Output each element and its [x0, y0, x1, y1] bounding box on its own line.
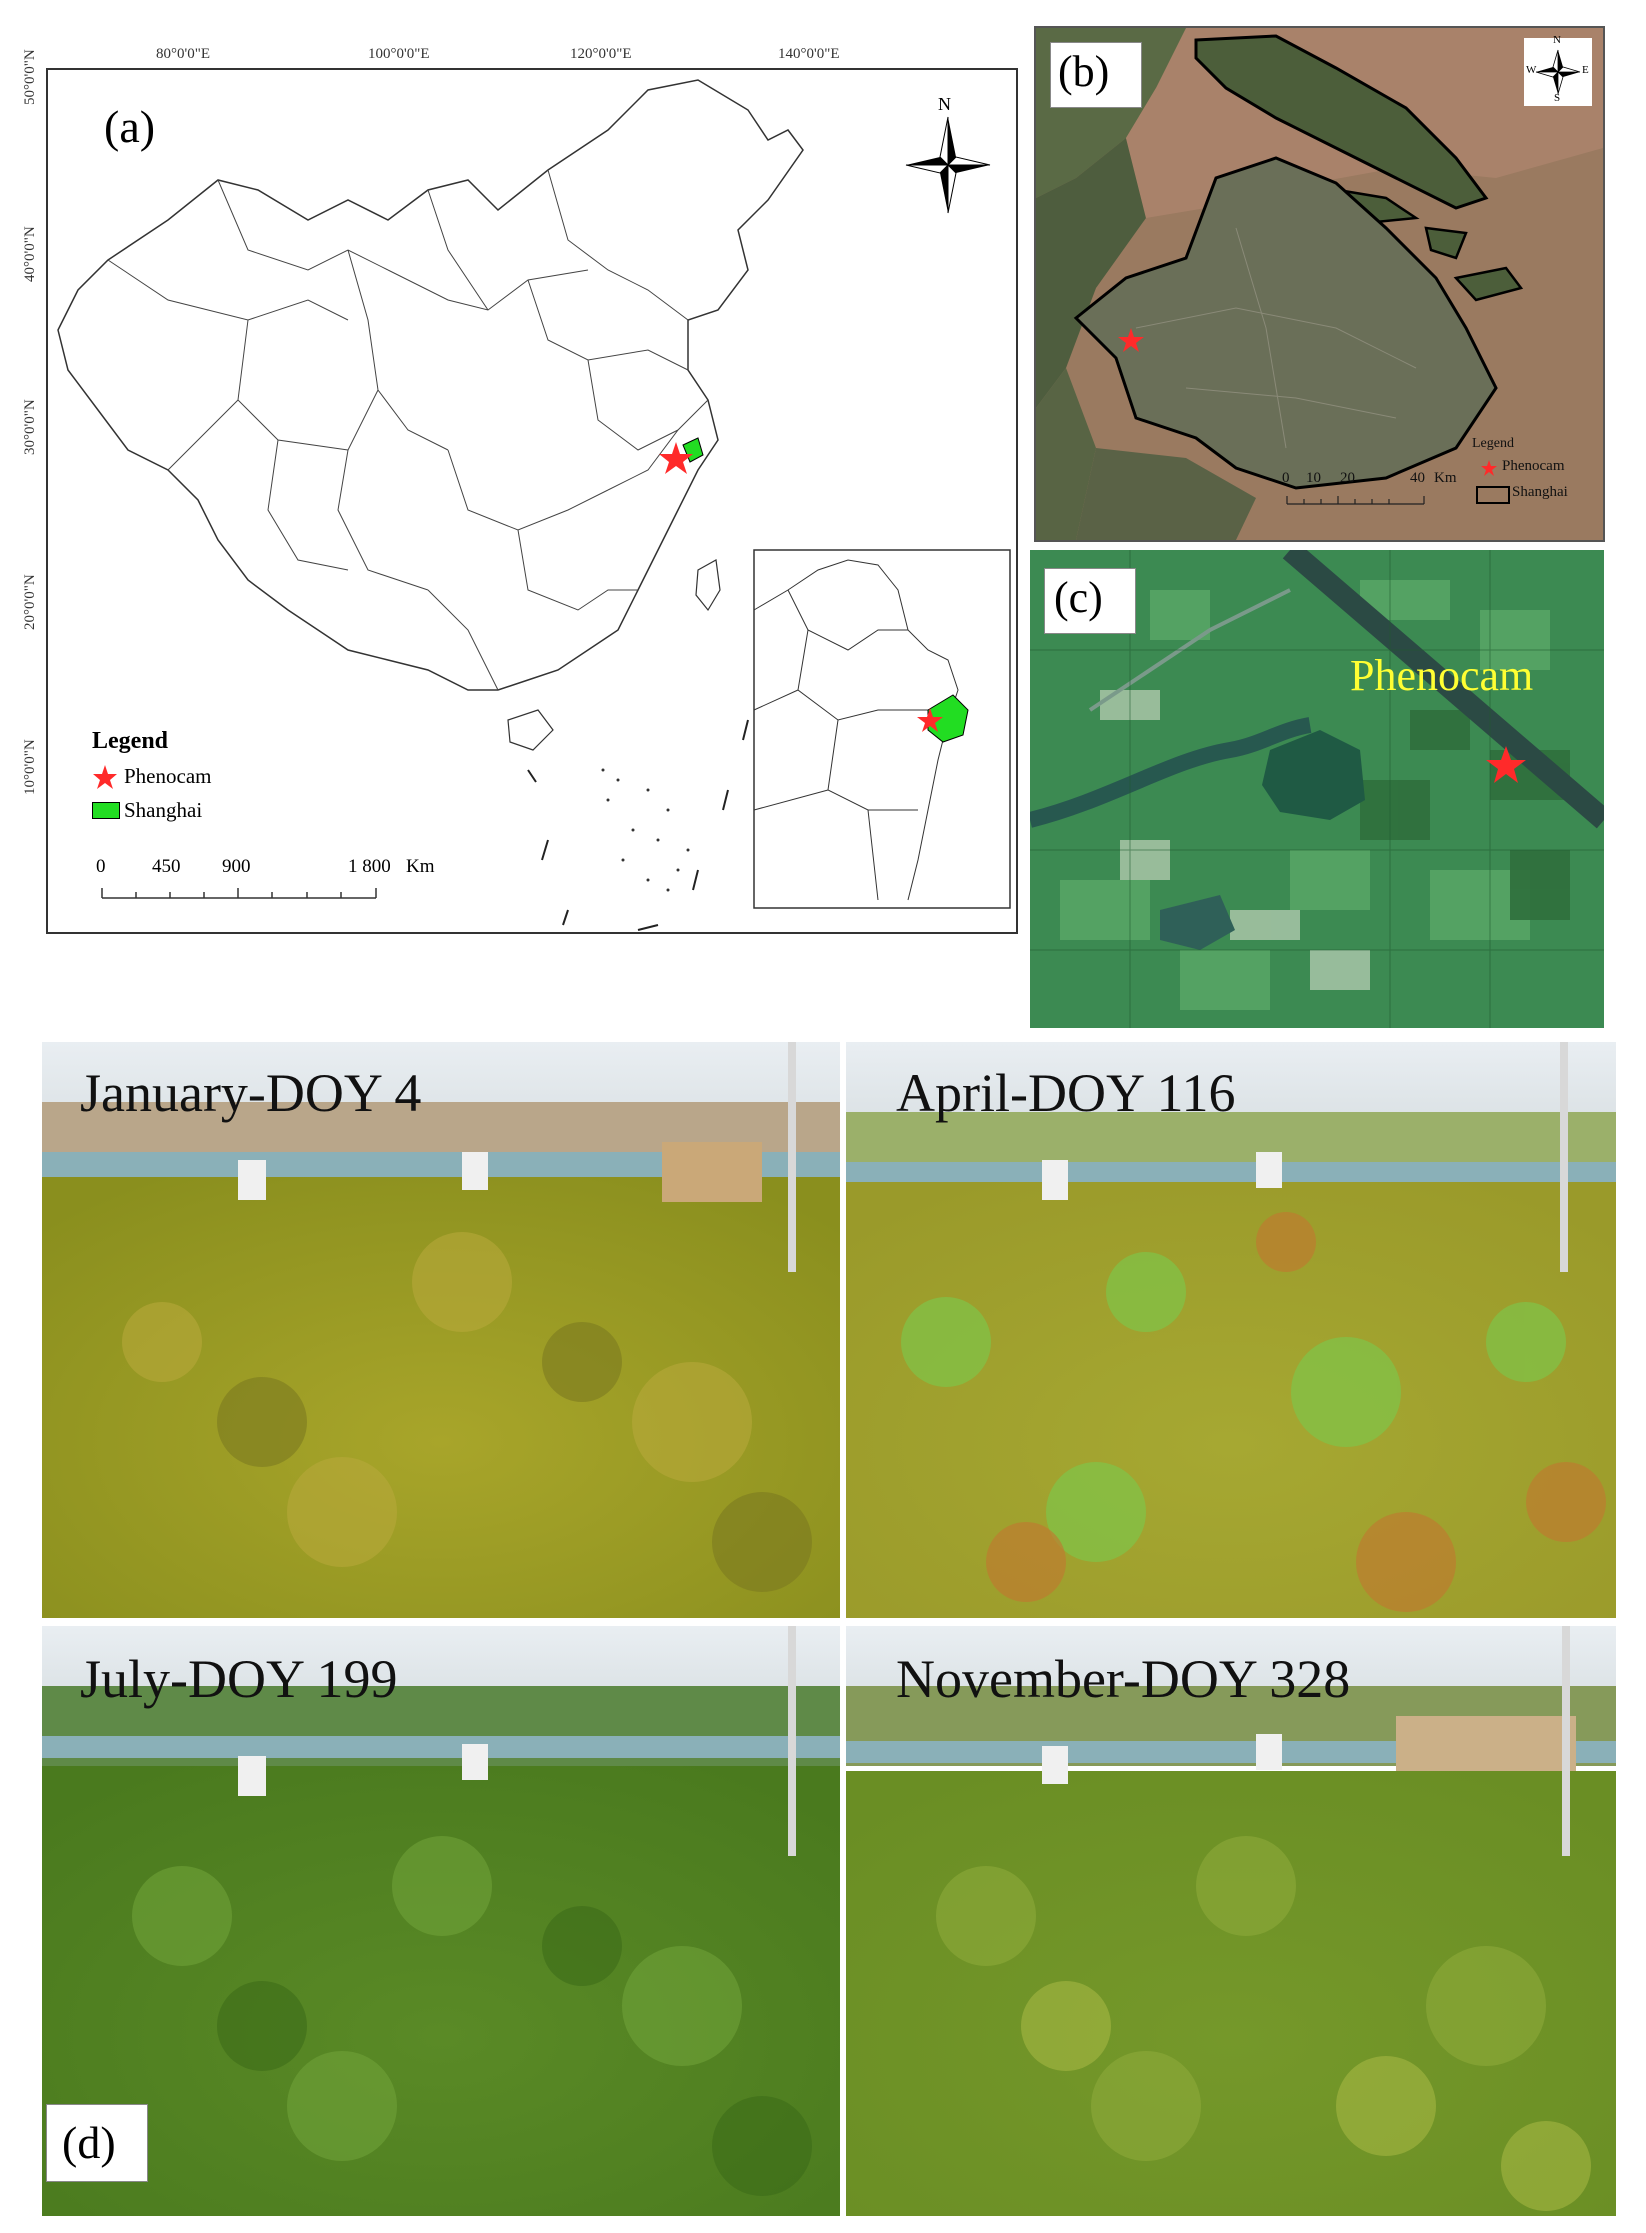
scale-unit-a: Km [406, 856, 435, 877]
panel-a-letter: (a) [104, 101, 156, 152]
chongming-island [1194, 34, 1489, 210]
panel-c-letter: (c) [1054, 573, 1103, 622]
scale-tick-0-a: 0 [96, 856, 106, 877]
lon-label-80: 80°0'0"E [156, 46, 210, 62]
compass-e: E [1582, 64, 1589, 76]
phenocam-star-inset [917, 708, 943, 732]
china-map-svg [57, 79, 1011, 931]
photo-label-july: July-DOY 199 [80, 1649, 398, 1709]
scale-bar-a [101, 888, 377, 899]
scale-tick-0-b: 0 [1282, 470, 1290, 486]
scale-bar-b [1286, 496, 1425, 505]
shanghai-swatch-icon [92, 802, 120, 819]
legend-item-phenocam-a: Phenocam [124, 764, 212, 788]
photo-july-svg [42, 1626, 840, 2216]
lat-label-20: 20°0'0"N [22, 574, 38, 630]
photo-july: July-DOY 199 (d) [42, 1626, 840, 2216]
lat-label-10: 10°0'0"N [22, 739, 38, 795]
north-arrow-a [905, 116, 991, 214]
photo-november-svg [846, 1626, 1616, 2216]
inset-frame [753, 549, 1011, 909]
north-label-a: N [938, 94, 951, 114]
shanghai-outline [1073, 156, 1498, 490]
photo-label-april: April-DOY 116 [896, 1063, 1236, 1123]
scale-tick-20-b: 20 [1340, 470, 1355, 486]
lon-label-120: 120°0'0"E [570, 46, 632, 62]
hainan-island [507, 709, 554, 751]
south-sea-dashes [527, 649, 764, 931]
panel-c-site-satellite: (c) Phenocam [1030, 550, 1604, 1028]
legend-item-shanghai-b: Shanghai [1512, 484, 1568, 500]
legend-title-b: Legend [1472, 436, 1514, 451]
inset-map [753, 559, 959, 901]
legend-item-phenocam-b: Phenocam [1502, 458, 1565, 474]
phenocam-star-b [1118, 328, 1144, 352]
legend-item-shanghai-a: Shanghai [124, 798, 203, 822]
phenocam-site-label: Phenocam [1350, 651, 1534, 700]
scale-unit-b: Km [1434, 470, 1457, 486]
panel-b-shanghai-satellite: (b) N S E W Legend Phenocam Shanghai 0 1… [1034, 26, 1605, 542]
compass-s: S [1554, 92, 1561, 104]
panel-a-china-map: 80°0'0"E 100°0'0"E 120°0'0"E 140°0'0"E 5… [22, 46, 1018, 934]
china-outline [57, 79, 804, 691]
lat-label-50: 50°0'0"N [22, 49, 38, 105]
south-sea-islands [601, 768, 690, 892]
scale-tick-900-a: 900 [222, 856, 251, 877]
lat-label-30: 30°0'0"N [22, 399, 38, 455]
panel-c-letter-box [1044, 568, 1136, 634]
scale-tick-10-b: 10 [1306, 470, 1321, 486]
shanghai-outline-icon-b [1476, 486, 1510, 504]
photo-april-svg [846, 1042, 1616, 1618]
shanghai-satellite-svg [1036, 28, 1603, 540]
photo-label-november: November-DOY 328 [896, 1649, 1351, 1709]
phenocam-star-map-a [659, 442, 693, 474]
province-boundaries [107, 169, 709, 691]
panel-d-letter: (d) [62, 2117, 116, 2168]
scale-tick-450-a: 450 [152, 856, 181, 877]
photo-april: April-DOY 116 [846, 1042, 1616, 1618]
compass-n: N [1553, 34, 1561, 46]
lon-label-100: 100°0'0"E [368, 46, 430, 62]
lat-label-40: 40°0'0"N [22, 226, 38, 282]
compass-w: W [1526, 64, 1537, 76]
compass-rose-icon [1535, 49, 1581, 95]
photo-january: January-DOY 4 [42, 1042, 840, 1618]
scale-tick-1800-a: 1 800 [348, 856, 391, 877]
lon-label-140: 140°0'0"E [778, 46, 840, 62]
panel-b-letter: (b) [1058, 47, 1110, 96]
panel-b-letter-box [1050, 42, 1142, 108]
phenocam-star-c [1486, 746, 1526, 783]
photo-november: November-DOY 328 [846, 1626, 1616, 2216]
photo-january-svg [42, 1042, 840, 1618]
shanghai-region-inset [927, 694, 969, 743]
phenocam-star-icon-b [1481, 460, 1497, 476]
scale-tick-40-b: 40 [1410, 470, 1425, 486]
photo-label-january: January-DOY 4 [80, 1063, 422, 1123]
panel-d-letter-box [46, 2104, 148, 2182]
taiwan-island [695, 559, 721, 612]
legend-title-a: Legend [92, 728, 169, 754]
phenocam-star-icon [93, 765, 117, 789]
